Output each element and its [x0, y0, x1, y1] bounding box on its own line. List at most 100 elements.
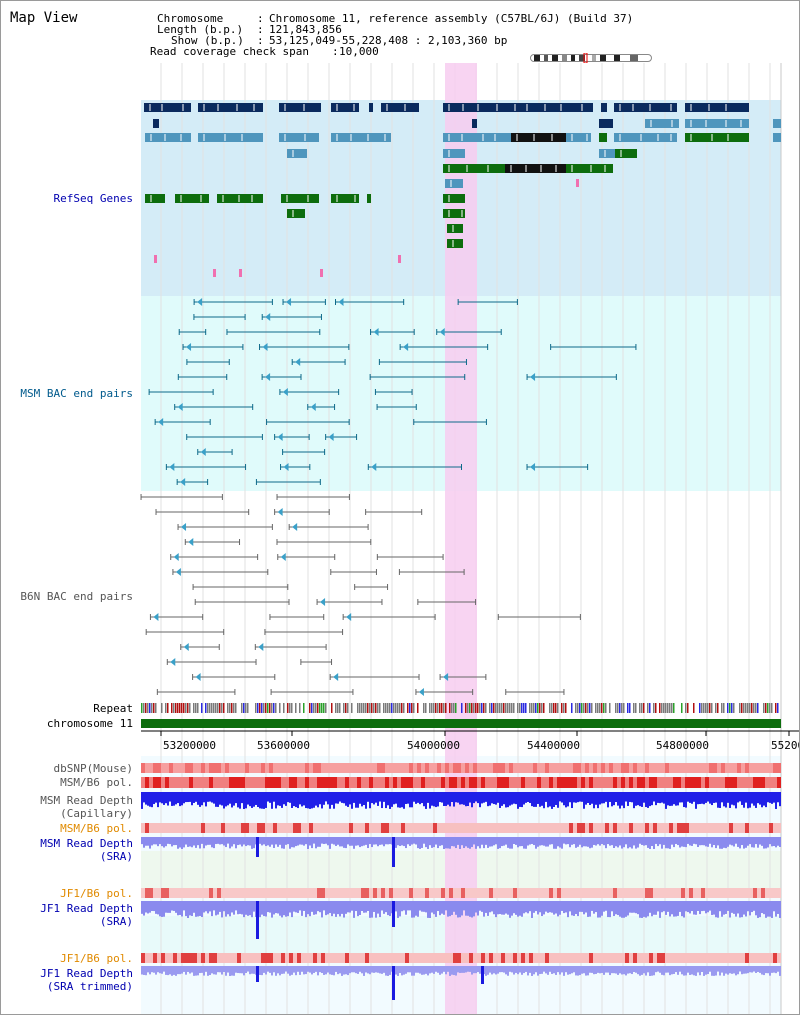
- read-depth-bar: [299, 792, 301, 805]
- read-depth-bar: [499, 901, 501, 915]
- heatmap-cell: [585, 888, 589, 898]
- read-depth-bar: [223, 837, 225, 846]
- chromosome-ideogram[interactable]: [530, 53, 654, 63]
- track-label-jf1-depth-trim[interactable]: JF1 Read Depth: [40, 967, 133, 980]
- read-depth-bar: [347, 837, 349, 845]
- track-label-msm-b6-pol[interactable]: MSM/B6 pol.: [60, 776, 133, 789]
- heatmap-cell: [569, 888, 573, 898]
- read-depth-bar: [189, 792, 191, 802]
- read-depth-bar: [163, 966, 165, 972]
- repeat-element: [455, 703, 457, 713]
- read-depth-bar: [475, 837, 477, 849]
- bac-end-arrow: [200, 448, 206, 456]
- repeat-element: [739, 703, 741, 713]
- read-depth-bar: [755, 966, 757, 973]
- track-label-jf1-b6-pol-2[interactable]: JF1/B6 pol.: [60, 952, 133, 965]
- heatmap-cell: [465, 888, 469, 898]
- read-depth-bar: [709, 966, 711, 972]
- repeat-element: [745, 703, 747, 713]
- read-depth-bar: [173, 792, 175, 806]
- read-depth-bar: [723, 837, 725, 848]
- read-depth-bar: [703, 792, 705, 805]
- bac-end-arrow: [258, 643, 264, 651]
- track-label-msm-depth-sra[interactable]: MSM Read Depth: [40, 837, 133, 850]
- repeat-element: [643, 703, 645, 713]
- read-depth-bar: [493, 966, 495, 974]
- track-label-jf1-b6-pol[interactable]: JF1/B6 pol.: [60, 887, 133, 900]
- read-depth-bar: [445, 901, 447, 911]
- heatmap-cell: [393, 777, 397, 788]
- track-label-repeat[interactable]: Repeat: [93, 702, 133, 715]
- heatmap-cell: [189, 763, 193, 773]
- bac-end-arrow: [173, 553, 179, 561]
- read-depth-bar: [239, 792, 241, 809]
- read-depth-bar: [353, 792, 355, 803]
- read-depth-bar: [727, 966, 729, 975]
- read-depth-bar: [303, 901, 305, 911]
- track-label-chromosome[interactable]: chromosome 11: [46, 717, 133, 730]
- read-depth-bar: [373, 901, 375, 912]
- heatmap-cell: [165, 763, 169, 773]
- heatmap-cell: [477, 777, 481, 788]
- track-label-msm-bac[interactable]: MSM BAC end pairs: [20, 387, 133, 400]
- heatmap-cell: [673, 777, 677, 788]
- heatmap-cell: [153, 777, 157, 788]
- heatmap-cell: [693, 763, 697, 773]
- read-depth-bar: [473, 837, 475, 845]
- read-depth-bar: [487, 837, 489, 848]
- read-depth-bar: [251, 792, 253, 808]
- read-depth-bar: [537, 966, 539, 976]
- repeat-element: [627, 703, 629, 713]
- read-depth-bar: [619, 901, 621, 917]
- track-label-msm-b6-pol-sra[interactable]: MSM/B6 pol.: [60, 822, 133, 835]
- heatmap-cell: [641, 823, 645, 833]
- repeat-element: [469, 703, 471, 713]
- read-depth-bar: [149, 837, 151, 849]
- read-depth-bar: [455, 966, 457, 976]
- read-depth-bar: [363, 837, 365, 846]
- read-depth-bar: [259, 966, 261, 975]
- heatmap-cell: [341, 777, 345, 788]
- track-label-msm-depth-cap[interactable]: MSM Read Depth: [40, 794, 133, 807]
- heatmap-cell: [737, 763, 741, 773]
- repeat-element: [375, 703, 377, 713]
- read-depth-bar: [229, 901, 231, 917]
- heatmap-cell: [397, 763, 401, 773]
- heatmap-cell: [397, 888, 401, 898]
- read-depth-bar: [667, 837, 669, 849]
- read-depth-bar: [533, 901, 535, 913]
- read-depth-bar: [359, 901, 361, 915]
- track-label-refseq[interactable]: RefSeq Genes: [53, 192, 133, 205]
- read-depth-bar: [761, 837, 763, 846]
- repeat-element: [659, 703, 661, 713]
- repeat-element: [467, 703, 469, 713]
- read-depth-bar: [435, 901, 437, 917]
- read-depth-bar: [563, 901, 565, 914]
- read-depth-bar: [677, 966, 679, 975]
- gene-exon-block: [511, 133, 566, 142]
- heatmap-cell: [565, 777, 569, 788]
- heatmap-cell: [753, 888, 757, 898]
- heatmap-cell: [569, 763, 573, 773]
- track-label-jf1-depth-sra[interactable]: JF1 Read Depth: [40, 902, 133, 915]
- heatmap-cell: [585, 823, 589, 833]
- track-label-dbsnp[interactable]: dbSNP(Mouse): [53, 762, 133, 775]
- repeat-element: [369, 703, 371, 713]
- read-depth-bar: [181, 837, 183, 849]
- heatmap-cell: [409, 763, 413, 773]
- heatmap-cell: [293, 763, 297, 773]
- gene-exon-block: [472, 119, 477, 128]
- read-depth-bar: [701, 837, 703, 846]
- read-depth-bar: [331, 837, 333, 844]
- heatmap-cell: [773, 777, 777, 788]
- heatmap-cell: [557, 763, 561, 773]
- read-depth-bar: [623, 966, 625, 975]
- read-depth-bar: [743, 792, 745, 808]
- bac-end-arrow: [371, 463, 377, 471]
- repeat-element: [471, 703, 473, 713]
- heatmap-cell: [489, 777, 493, 788]
- read-depth-bar: [413, 792, 415, 802]
- track-label-b6n-bac[interactable]: B6N BAC end pairs: [20, 590, 133, 603]
- read-depth-bar: [717, 837, 719, 846]
